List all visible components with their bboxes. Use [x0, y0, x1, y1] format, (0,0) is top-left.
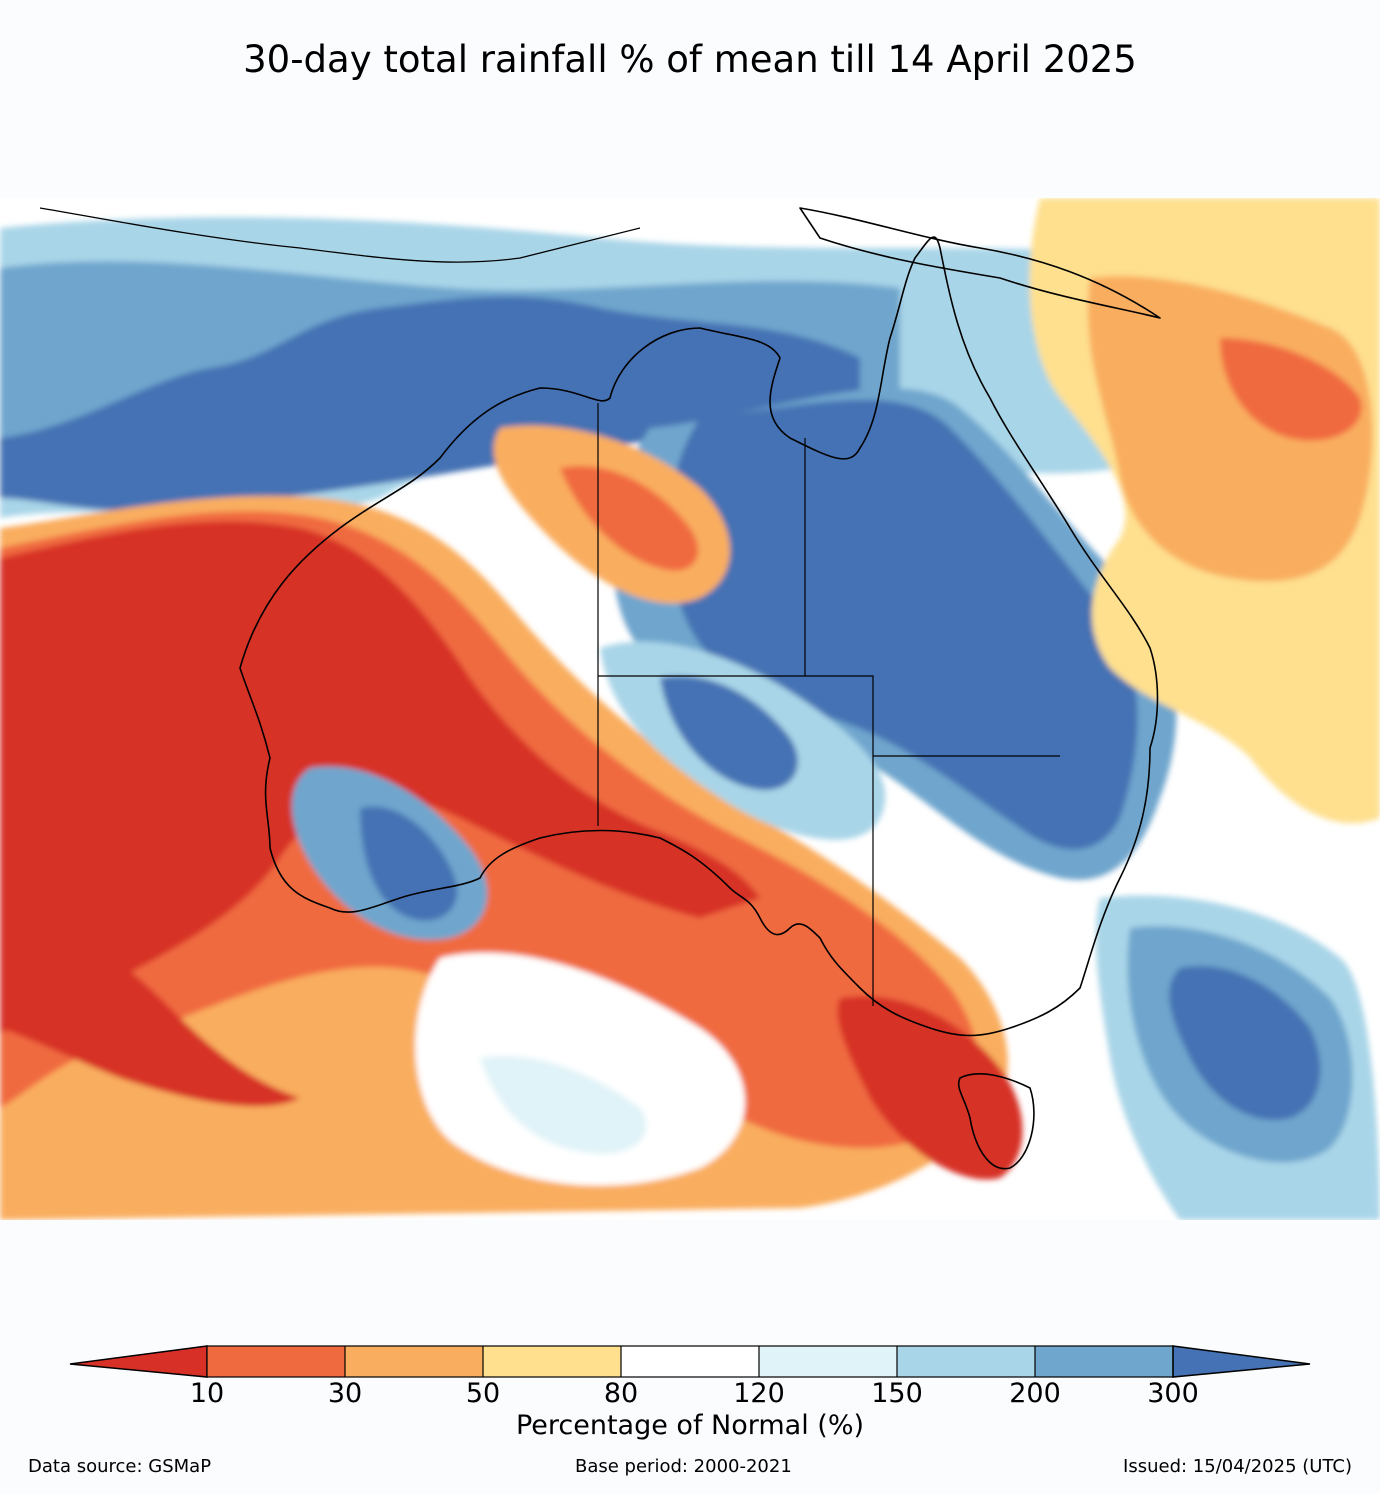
region-east-blue-inner: [668, 399, 1138, 850]
colorbar-bin-120-150: [759, 1346, 897, 1377]
colorbar-tick: 300: [1147, 1378, 1199, 1409]
colorbar-tick: 120: [733, 1378, 785, 1409]
colorbar-graphic: [69, 1345, 1311, 1378]
colorbar-low-extend: [69, 1345, 208, 1378]
indonesia-outline: [39, 207, 641, 263]
region-southwest-red: [0, 898, 300, 1107]
rainfall-fields: [0, 198, 1380, 1220]
map-canvas: [0, 198, 1380, 1220]
colorbar-tick: 150: [871, 1378, 923, 1409]
map-title: 30-day total rainfall % of mean till 14 …: [243, 38, 1137, 81]
region-north-dark-blue: [0, 296, 860, 511]
region-nt-red-orange: [560, 466, 699, 571]
colorbar-tick: 10: [189, 1378, 225, 1409]
australia-coastline: [39, 207, 1161, 1170]
new-guinea-outline: [799, 207, 1161, 319]
data-source-note: Data source: GSMaP: [28, 1456, 212, 1477]
colorbar-tick: 80: [603, 1378, 639, 1409]
colorbar-bin-30-50: [345, 1346, 483, 1377]
colorbar-bin-80-120: [621, 1346, 759, 1377]
region-bight-dark-blue: [360, 806, 458, 921]
region-victoria-red: [837, 996, 1023, 1180]
state-borders: [597, 403, 1060, 1006]
issued-note: Issued: 15/04/2025 (UTC): [1123, 1456, 1352, 1477]
colorbar-tick: 50: [465, 1378, 501, 1409]
tasmania-outline: [957, 1073, 1035, 1170]
colorbar: [0, 1340, 1380, 1450]
base-period-note: Base period: 2000-2021: [575, 1456, 792, 1477]
colorbar-dividers: [206, 1345, 1174, 1378]
region-pacific-red-orange: [1220, 338, 1362, 441]
colorbar-tick: 200: [1009, 1378, 1061, 1409]
region-tasman-dark-blue: [1169, 966, 1321, 1120]
colorbar-bin-150-200: [897, 1346, 1035, 1377]
colorbar-bin-200-300: [1035, 1346, 1173, 1377]
colorbar-bin-10-30: [207, 1346, 345, 1377]
region-southern-light-blue: [480, 1056, 647, 1154]
region-pacific-orange: [1087, 276, 1373, 582]
region-central-mid-blue: [660, 676, 798, 790]
colorbar-bin-50-80: [483, 1346, 621, 1377]
colorbar-high-extend: [1172, 1345, 1311, 1378]
region-southern-white: [415, 952, 745, 1186]
colorbar-tick: 30: [327, 1378, 363, 1409]
colorbar-label: Percentage of Normal (%): [515, 1410, 865, 1441]
rainfall-map: [0, 198, 1380, 1220]
